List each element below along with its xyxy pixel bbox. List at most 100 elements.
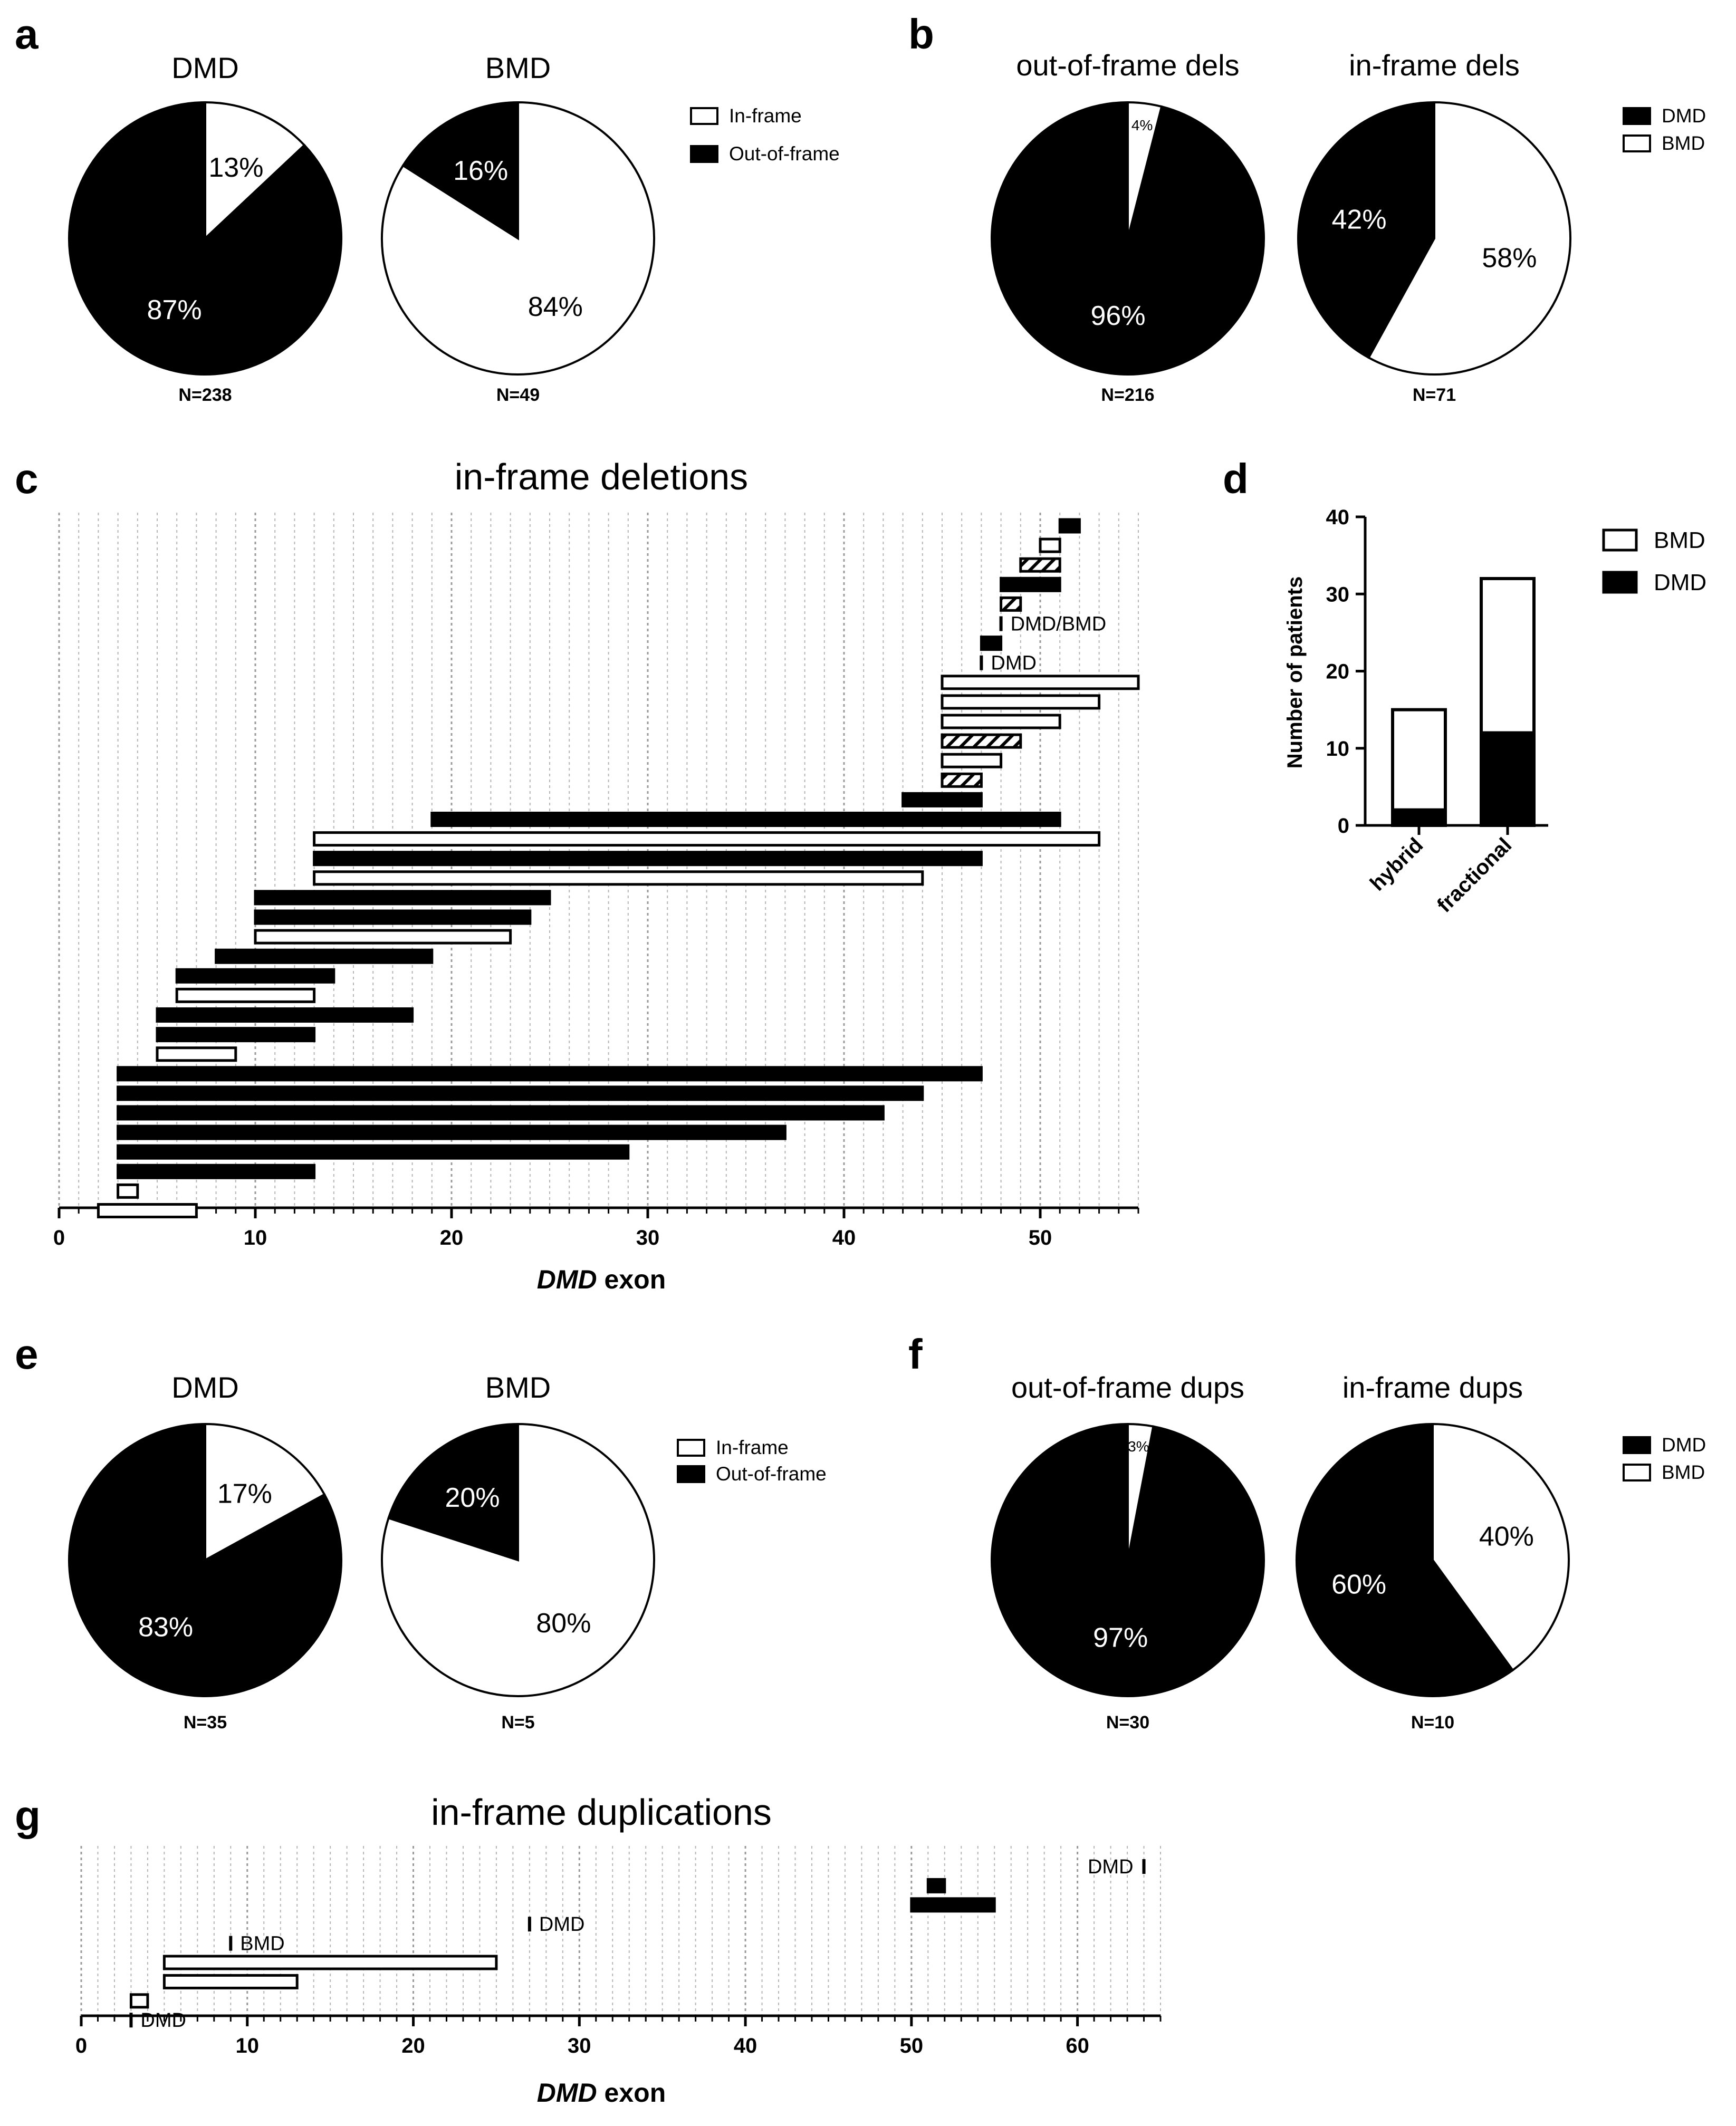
exon-marker-label: DMD — [991, 652, 1037, 675]
range-bar — [97, 1203, 198, 1218]
pie-panel-b: b out-of-frame dels 96% 4% N=216 in-frame del… — [908, 11, 1706, 405]
range-bar — [910, 1897, 996, 1913]
bars: DMD/BMD DMD — [97, 518, 1140, 1218]
range-bar — [117, 1105, 885, 1121]
pie-slice — [387, 1422, 519, 1562]
x-tick-label: 0 — [53, 1226, 65, 1249]
pie-chart: BMD 84% 16% N=49 — [381, 51, 655, 405]
pie-n-label: N=216 — [1101, 385, 1154, 405]
x-tick-label: 50 — [1029, 1226, 1052, 1249]
range-bar — [254, 890, 551, 906]
pie-slice-label: 60% — [1331, 1569, 1386, 1600]
legend-swatch — [677, 1439, 705, 1457]
stacked-panel-d: d 0 10 20 30 40 Number of patients hybrid fracti… — [1223, 455, 1706, 917]
pie-slice — [68, 101, 342, 376]
legend-swatch — [1602, 528, 1638, 552]
legend-swatch — [1602, 571, 1638, 594]
pie-n-label: N=71 — [1413, 385, 1456, 405]
range-bar — [313, 831, 1101, 847]
pie-slice — [204, 101, 306, 241]
range-bar — [941, 733, 1022, 749]
y-axis-label: Number of patients — [1283, 576, 1307, 768]
x-axis: 0 10 20 30 40 50 60 — [75, 2014, 1162, 2057]
legend-label: In-frame — [729, 105, 802, 127]
panel-letter-e: e — [15, 1331, 39, 1378]
range-bar — [941, 772, 983, 788]
pie-title: out-of-frame dups — [1011, 1371, 1244, 1404]
y-tick-label: 10 — [1326, 737, 1350, 761]
range-bar — [926, 1878, 946, 1893]
pie-chart: DMD 13% 87% N=238 — [68, 51, 342, 405]
exon-marker-label: DMD/BMD — [1011, 613, 1107, 636]
range-bar — [162, 1955, 498, 1970]
y-axis: 0 10 20 30 40 Number of patients — [1283, 506, 1367, 838]
range-bar — [941, 675, 1140, 690]
x-axis-label-italic: DMD — [537, 1265, 597, 1294]
pie-slice-label: 3% — [1128, 1438, 1149, 1455]
panel-letter-f: f — [908, 1331, 923, 1378]
panel-letter-b: b — [908, 11, 934, 57]
x-axis-label-rest: exon — [597, 2078, 666, 2108]
exon-marker-label: DMD — [539, 1913, 585, 1936]
x-tick-label: 20 — [440, 1226, 464, 1249]
legend-label: BMD — [1654, 527, 1705, 553]
range-bar — [156, 1046, 237, 1062]
pie-chart: BMD 80% 20% N=5 — [381, 1371, 655, 1733]
legend-label: BMD — [1662, 1461, 1705, 1483]
legend-swatch — [1623, 1464, 1651, 1482]
pie-slice — [381, 101, 655, 376]
range-bar — [215, 948, 434, 964]
panel-letter-g: g — [15, 1792, 41, 1839]
stacked-bar-dmd — [1480, 731, 1536, 827]
pie-n-label: N=30 — [1106, 1713, 1149, 1733]
range-bar — [254, 909, 532, 925]
range-bar — [1058, 518, 1081, 534]
panel-letter-c: c — [15, 455, 39, 502]
range-bar — [117, 1144, 630, 1160]
legend-swatch — [1623, 134, 1651, 152]
pie-title: in-frame dups — [1342, 1371, 1523, 1404]
panel-letter-d: d — [1223, 455, 1249, 502]
x-category-label: fractional — [1433, 833, 1516, 917]
pie-slice — [204, 1422, 326, 1562]
legend-swatch — [1623, 1436, 1651, 1454]
pie-slice-label: 42% — [1332, 204, 1387, 235]
range-bar — [129, 1993, 149, 2009]
range-bar — [117, 1085, 924, 1101]
x-tick-label: 0 — [75, 2034, 87, 2057]
pie-n-label: N=49 — [496, 385, 540, 405]
legend-label: Out-of-frame — [716, 1463, 827, 1485]
legend: BMD DMD — [1602, 527, 1706, 595]
pie-slice — [381, 1422, 655, 1697]
range-bar — [117, 1124, 787, 1140]
pie-slice-label: 84% — [528, 292, 583, 322]
pie-panel-e: e DMD 17% 83% N=35 BMD 80% 20% N=5 In-frame Out-of… — [15, 1331, 827, 1733]
x-axis: 0 10 20 30 40 50 — [53, 1206, 1139, 1249]
x-tick-label: 10 — [244, 1226, 267, 1249]
legend-label: Out-of-frame — [729, 143, 840, 165]
x-tick-label: 40 — [832, 1226, 856, 1249]
gridlines — [80, 1846, 1161, 2016]
pie-slice — [1127, 101, 1163, 239]
pie-slice-label: 4% — [1131, 117, 1153, 133]
legend-swatch — [690, 145, 718, 163]
range-bar — [941, 753, 1003, 768]
stacked-bar-dmd — [1391, 808, 1447, 827]
pie-slice — [1432, 1422, 1570, 1672]
x-tick-label: 50 — [900, 2034, 924, 2057]
range-bar — [156, 1027, 316, 1043]
pie-panel-f: f out-of-frame dups 97% 3% N=30 in-frame dups… — [908, 1331, 1706, 1733]
legend-swatch — [690, 107, 718, 125]
range-bar — [313, 851, 983, 867]
pie-slice-label: 87% — [147, 295, 202, 325]
range-bar — [117, 1066, 983, 1082]
pie-slice — [1367, 101, 1571, 376]
stacked-bar-bmd — [1391, 708, 1447, 812]
legend-label: DMD — [1654, 570, 1706, 595]
range-bar — [254, 929, 512, 945]
y-tick-label: 40 — [1326, 506, 1350, 529]
range-bar — [175, 968, 335, 984]
pie-title: in-frame dels — [1349, 49, 1520, 82]
